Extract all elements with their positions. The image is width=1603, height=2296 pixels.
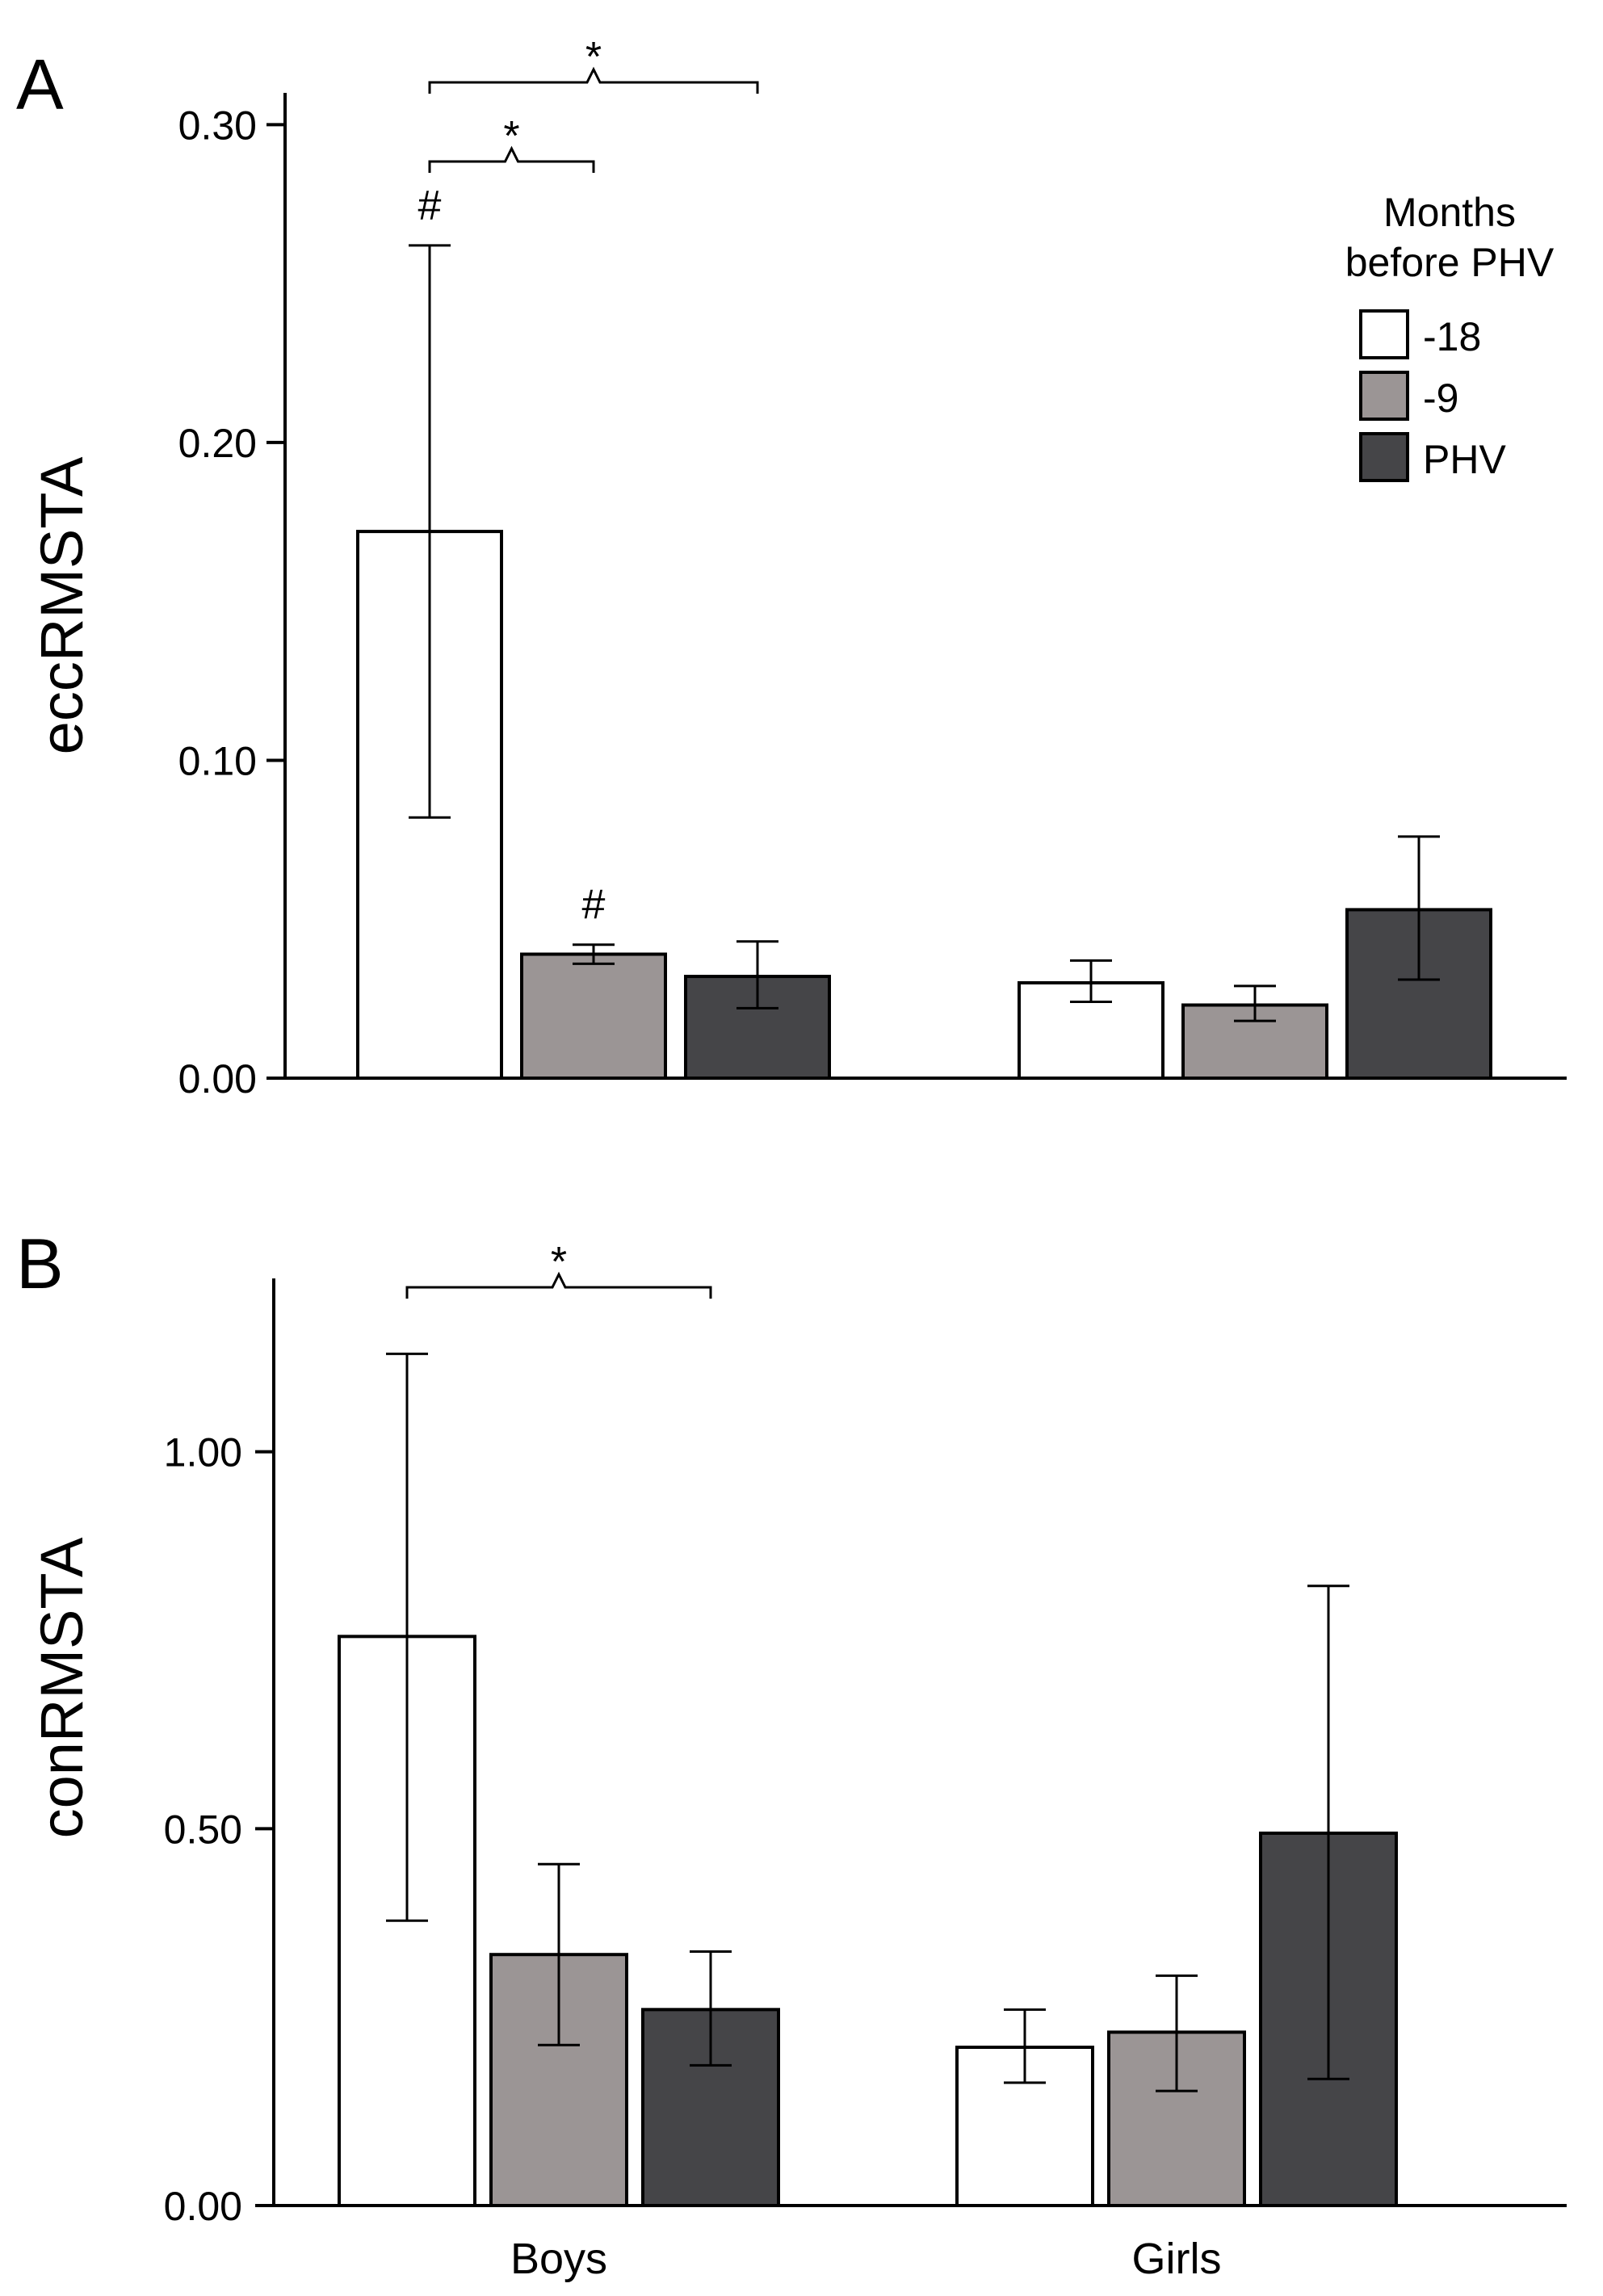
panel-a-bracket — [428, 145, 595, 173]
panel-b-errorbar-girls-minus18 — [1004, 2008, 1046, 2084]
legend-label-minus18: -18 — [1423, 314, 1481, 359]
panel-b-errorbar-girls-minus9 — [1156, 1974, 1198, 2092]
legend-swatch-phv — [1359, 432, 1409, 482]
panel-a-errorbar-girls-minus9 — [1234, 984, 1276, 1022]
legend: Months before PHV -18 -9 PHV — [1345, 190, 1555, 482]
category-label-boys: Boys — [510, 2235, 607, 2283]
panel-b-errorbar-boys-minus9 — [538, 1862, 580, 2046]
category-label-girls: Girls — [1132, 2235, 1222, 2283]
panel-a-errorbar-boys-minus9 — [573, 943, 615, 965]
panel-a-errorbar-girls-minus18 — [1070, 959, 1112, 1004]
legend-title-line-1: Months — [1383, 190, 1516, 235]
panel-a-bracket-asterisk: * — [585, 34, 602, 81]
panel-a: A eccRMSTA 0.00 0.10 0.20 0.30 — [16, 34, 1567, 1102]
panel-b-errorbar-girls-phv — [1307, 1585, 1349, 2080]
panel-a-errorbar-boys-phv — [736, 940, 778, 1009]
panel-a-bar-boys-minus9 — [520, 952, 667, 1080]
legend-label-minus9: -9 — [1423, 376, 1458, 421]
panel-b-y-axis-title: conRMSTA — [28, 1537, 95, 1838]
panel-b-bracket-asterisk: * — [551, 1239, 567, 1286]
panel-b-y-tick-label: 0.00 — [164, 2184, 242, 2229]
panel-b-errorbar-boys-phv — [690, 1950, 732, 2067]
panel-b-y-tick-label: 1.00 — [164, 1430, 242, 1475]
panel-a-y-axis-title: eccRMSTA — [28, 456, 95, 754]
panel-a-bracket — [428, 66, 759, 94]
panel-a-y-tick-label: 0.00 — [178, 1056, 257, 1102]
panel-a-y-tick-label: 0.30 — [178, 103, 257, 148]
panel-b-errorbar-boys-minus18 — [386, 1352, 428, 1922]
panel-a-significance-hash: # — [418, 183, 442, 229]
panel-a-errorbar-girls-phv — [1398, 835, 1440, 981]
panel-a-errorbar-boys-minus18 — [409, 244, 451, 819]
panel-a-bracket-asterisk: * — [503, 113, 519, 160]
panel-a-y-tick-label: 0.20 — [178, 421, 257, 466]
panel-a-significance-hash: # — [582, 882, 606, 929]
panel-b-letter: B — [16, 1224, 64, 1303]
panel-b: B conRMSTA 0.00 0.50 1.00 — [16, 1224, 1567, 2283]
panel-b-y-tick-label: 0.50 — [164, 1807, 242, 1852]
legend-title-line-2: before PHV — [1345, 240, 1555, 285]
legend-label-phv: PHV — [1423, 437, 1506, 482]
legend-swatch-minus9 — [1359, 371, 1409, 421]
panel-a-letter: A — [16, 44, 64, 124]
panel-b-bracket — [405, 1271, 712, 1299]
legend-swatch-minus18 — [1359, 309, 1409, 359]
panel-a-y-tick-label: 0.10 — [178, 738, 257, 783]
